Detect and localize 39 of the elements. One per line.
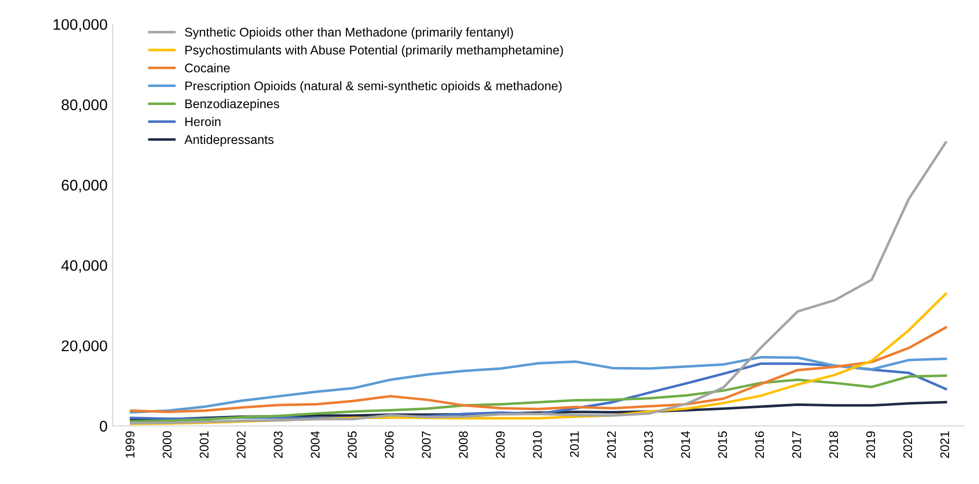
line-series	[130, 374, 948, 423]
line-series	[130, 326, 948, 414]
line-series	[130, 356, 948, 414]
legend-label: Heroin	[185, 116, 220, 126]
x-tick-label: 2016	[755, 431, 764, 458]
x-tick-label: 2012	[607, 431, 616, 458]
x-tick-label: 2000	[162, 431, 172, 458]
legend-label: Prescription Opioids (natural & semi-synthetic opioids & methadone)	[185, 81, 562, 93]
x-tick-label: 2010	[532, 431, 542, 458]
x-tick-label: 2009	[496, 431, 505, 458]
x-tick-label: 2019	[866, 431, 876, 458]
legend-label: Cocaine	[185, 63, 230, 72]
y-tick-label: 20,000	[62, 340, 108, 354]
x-tick-label: 2003	[274, 431, 283, 458]
legend-label: Antidepressants	[184, 134, 274, 146]
x-tick-label: 2017	[792, 431, 802, 458]
y-tick-label: 100,000	[54, 19, 108, 32]
x-tick-label: 2014	[681, 431, 690, 458]
x-tick-label: 2013	[644, 431, 653, 458]
y-tick-label: 40,000	[61, 260, 108, 273]
y-tick-label: 0	[100, 420, 108, 432]
x-tick-label: 2011	[570, 431, 579, 458]
x-tick-label: 1999	[126, 431, 134, 458]
x-tick-label: 2021	[940, 431, 950, 458]
x-tick-label: 2002	[236, 431, 246, 458]
x-tick-label: 2007	[422, 431, 431, 458]
x-tick-label: 2001	[200, 431, 209, 458]
y-tick-label: 80,000	[62, 99, 108, 112]
x-tick-label: 2015	[718, 431, 727, 458]
x-tick-label: 2020	[903, 431, 912, 458]
x-tick-label: 2018	[829, 431, 838, 458]
y-tick-label: 60,000	[62, 180, 108, 192]
legend-label: Benzodiazepines	[185, 99, 280, 111]
x-tick-label: 2005	[348, 431, 357, 458]
legend-label: Psychostimulants with Abuse Potential (primarily methamphetamine)	[185, 45, 563, 57]
x-tick-label: 2008	[458, 431, 468, 458]
x-tick-label: 2006	[384, 431, 394, 458]
x-tick-label: 2004	[310, 431, 320, 458]
legend-label: Synthetic Opioids other than Methadone (primarily fentanyl)	[184, 27, 513, 40]
